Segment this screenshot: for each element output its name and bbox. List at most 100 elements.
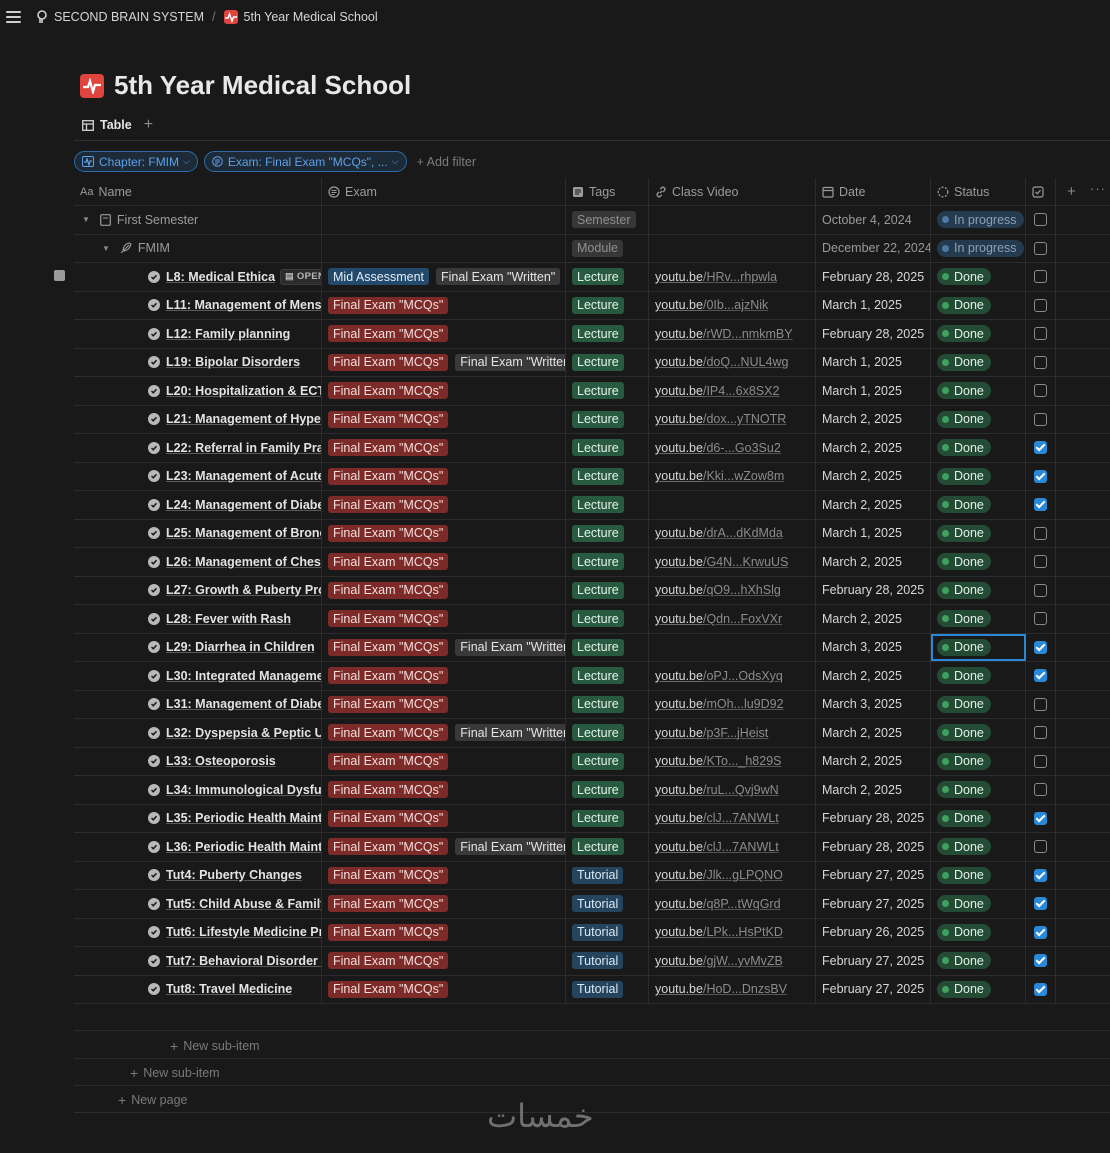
date-cell[interactable]: February 27, 2025: [816, 947, 931, 975]
checkbox[interactable]: [1034, 669, 1047, 683]
column-header-checkbox[interactable]: [1026, 178, 1056, 205]
table-row[interactable]: L12: Family planning Final Exam "MCQs" L…: [74, 320, 1110, 349]
checkbox[interactable]: [1034, 954, 1047, 968]
breadcrumb-page[interactable]: 5th Year Medical School: [223, 10, 378, 24]
checkbox[interactable]: [1034, 384, 1047, 398]
tags-cell[interactable]: Lecture: [566, 719, 649, 747]
video-cell[interactable]: youtu.be/q8P...tWqGrd: [649, 890, 816, 918]
status-cell[interactable]: In progress: [931, 206, 1026, 234]
exam-cell[interactable]: Final Exam "MCQs": [322, 605, 566, 633]
table-row[interactable]: L21: Management of Hypertension Final Ex…: [74, 405, 1110, 434]
table-row[interactable]: Tut8: Travel Medicine Final Exam "MCQs" …: [74, 975, 1110, 1004]
exam-cell[interactable]: Final Exam "MCQs": [322, 405, 566, 433]
tags-cell[interactable]: Lecture: [566, 291, 649, 319]
checkbox[interactable]: [1034, 213, 1047, 227]
checkbox[interactable]: [1034, 612, 1047, 626]
date-cell[interactable]: March 2, 2025: [816, 747, 931, 775]
video-link[interactable]: youtu.be/drA...dKdMda: [655, 526, 783, 540]
checkbox[interactable]: [1034, 897, 1047, 911]
video-link[interactable]: youtu.be/p3F...jHeist: [655, 726, 768, 740]
video-cell[interactable]: youtu.be/0Ib...ajzNik: [649, 291, 816, 319]
date-cell[interactable]: February 27, 2025: [816, 861, 931, 889]
name-cell[interactable]: L35: Periodic Health Maintenance: [74, 804, 322, 832]
video-cell[interactable]: youtu.be/mOh...lu9D92: [649, 690, 816, 718]
checkbox[interactable]: [1034, 726, 1047, 740]
exam-cell[interactable]: Final Exam "MCQs" Final Exam "Written": [322, 348, 566, 376]
status-cell[interactable]: Done: [931, 776, 1026, 804]
name-cell[interactable]: Tut8: Travel Medicine: [74, 975, 322, 1003]
video-cell[interactable]: youtu.be/doQ...NUL4wg: [649, 348, 816, 376]
exam-cell[interactable]: Final Exam "MCQs": [322, 662, 566, 690]
table-row[interactable]: L23: Management of Acute Abdomen Final E…: [74, 462, 1110, 491]
table-row[interactable]: L36: Periodic Health Maintenance Final E…: [74, 833, 1110, 862]
group-row-fmim[interactable]: ▼ FMIM Module December 22, 2024 In progr…: [74, 234, 1110, 263]
name-cell[interactable]: Tut6: Lifestyle Medicine Principles: [74, 918, 322, 946]
date-cell[interactable]: December 22, 2024: [816, 234, 931, 262]
status-cell[interactable]: Done: [931, 690, 1026, 718]
video-cell[interactable]: youtu.be/LPk...HsPtKD: [649, 918, 816, 946]
name-cell[interactable]: L20: Hospitalization & ECT: [74, 377, 322, 405]
date-cell[interactable]: February 28, 2025: [816, 576, 931, 604]
status-cell[interactable]: Done: [931, 605, 1026, 633]
date-cell[interactable]: March 3, 2025: [816, 690, 931, 718]
name-cell[interactable]: L36: Periodic Health Maintenance: [74, 833, 322, 861]
name-cell[interactable]: L34: Immunological Dysfunction: [74, 776, 322, 804]
status-cell[interactable]: Done: [931, 662, 1026, 690]
checkbox[interactable]: [1034, 412, 1047, 426]
tags-cell[interactable]: Lecture: [566, 348, 649, 376]
column-header-exam[interactable]: Exam: [322, 178, 566, 205]
name-cell[interactable]: L22: Referral in Family Practice: [74, 434, 322, 462]
status-cell[interactable]: Done: [931, 947, 1026, 975]
exam-cell[interactable]: [322, 206, 566, 234]
date-cell[interactable]: March 2, 2025: [816, 605, 931, 633]
table-row[interactable]: L26: Management of Chest Pain Final Exam…: [74, 548, 1110, 577]
name-cell[interactable]: L27: Growth & Puberty Problems: [74, 576, 322, 604]
table-row[interactable]: L29: Diarrhea in Children Final Exam "MC…: [74, 633, 1110, 662]
name-cell[interactable]: L19: Bipolar Disorders: [74, 348, 322, 376]
checkbox[interactable]: [1034, 526, 1047, 540]
new-sub-item-button[interactable]: + New sub-item: [170, 1038, 260, 1054]
exam-cell[interactable]: Final Exam "MCQs": [322, 690, 566, 718]
video-link[interactable]: youtu.be/IP4...6x8SX2: [655, 384, 779, 398]
date-cell[interactable]: March 1, 2025: [816, 348, 931, 376]
name-cell[interactable]: L12: Family planning: [74, 320, 322, 348]
name-cell[interactable]: L21: Management of Hypertension: [74, 405, 322, 433]
breadcrumb-workspace[interactable]: SECOND BRAIN SYSTEM: [36, 10, 204, 24]
table-row[interactable]: L30: Integrated Management of Final Exam…: [74, 662, 1110, 691]
tags-cell[interactable]: Lecture: [566, 804, 649, 832]
name-cell[interactable]: Tut4: Puberty Changes: [74, 861, 322, 889]
name-cell[interactable]: L33: Osteoporosis: [74, 747, 322, 775]
name-cell[interactable]: L30: Integrated Management of: [74, 662, 322, 690]
exam-cell[interactable]: Final Exam "MCQs": [322, 804, 566, 832]
date-cell[interactable]: February 26, 2025: [816, 918, 931, 946]
video-cell[interactable]: youtu.be/clJ...7ANWLt: [649, 804, 816, 832]
open-button[interactable]: ▤OPEN: [280, 268, 321, 285]
status-cell[interactable]: Done: [931, 377, 1026, 405]
exam-cell[interactable]: Final Exam "MCQs" Final Exam "Written": [322, 833, 566, 861]
filter-chip-exam[interactable]: Exam: Final Exam "MCQs", ... ⌵: [203, 151, 407, 172]
checkbox[interactable]: [1034, 925, 1047, 939]
status-cell[interactable]: Done: [931, 861, 1026, 889]
video-cell[interactable]: youtu.be/d6-...Go3Su2: [649, 434, 816, 462]
name-cell[interactable]: L11: Management of Menstrual: [74, 291, 322, 319]
video-cell[interactable]: [649, 234, 816, 262]
exam-cell[interactable]: Final Exam "MCQs": [322, 434, 566, 462]
checkbox[interactable]: [1034, 697, 1047, 711]
menu-icon[interactable]: [6, 11, 21, 24]
exam-cell[interactable]: Final Exam "MCQs": [322, 291, 566, 319]
video-link[interactable]: youtu.be/Jlk...gLPQNO: [655, 868, 783, 882]
tags-cell[interactable]: Tutorial: [566, 890, 649, 918]
date-cell[interactable]: March 2, 2025: [816, 719, 931, 747]
table-row[interactable]: Tut5: Child Abuse & Family Violence Fina…: [74, 890, 1110, 919]
table-row[interactable]: L32: Dyspepsia & Peptic Ulcer Final Exam…: [74, 719, 1110, 748]
video-cell[interactable]: youtu.be/dox...yTNOTR: [649, 405, 816, 433]
status-cell[interactable]: Done: [931, 576, 1026, 604]
video-cell[interactable]: youtu.be/HoD...DnzsBV: [649, 975, 816, 1003]
video-link[interactable]: youtu.be/0Ib...ajzNik: [655, 298, 768, 312]
video-link[interactable]: youtu.be/Qdn...FoxVXr: [655, 612, 782, 626]
toggle-triangle-icon[interactable]: ▼: [102, 243, 110, 253]
checkbox[interactable]: [1034, 754, 1047, 768]
date-cell[interactable]: February 28, 2025: [816, 804, 931, 832]
video-cell[interactable]: [649, 491, 816, 519]
checkbox[interactable]: [1034, 840, 1047, 854]
